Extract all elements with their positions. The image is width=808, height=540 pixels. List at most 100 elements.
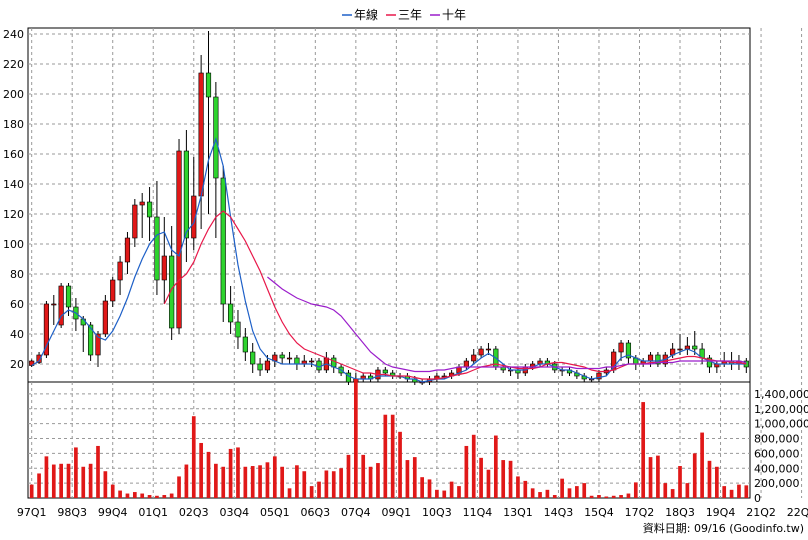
volume-bar (398, 431, 402, 498)
volume-bar (346, 454, 351, 498)
volume-bar (199, 442, 203, 498)
candle-up (58, 285, 64, 326)
x-axis-ticks: 97Q1 98Q3 99Q4 01Q1 02Q3 03Q4 05Q1 06Q3 07Q4 09Q1… (17, 506, 808, 519)
volume-bar (118, 490, 122, 498)
candle-down (205, 72, 212, 98)
legend-label-three-year: 三年 (398, 8, 422, 22)
x-tick-label: 11Q4 (463, 506, 493, 519)
volume-bar (177, 476, 181, 498)
volume-bar (552, 495, 557, 498)
candle-up (110, 279, 116, 302)
price-tick-label: 160 (3, 148, 24, 161)
candle-down (625, 342, 632, 359)
candle-down (242, 336, 248, 353)
candle-up (124, 237, 131, 263)
candle-up (36, 354, 42, 363)
candle-up (132, 204, 138, 239)
price-tick-label: 100 (3, 238, 24, 251)
candle-down (257, 363, 263, 371)
candle-up (176, 150, 182, 329)
x-tick-label: 05Q1 (260, 506, 290, 519)
candle-up (478, 348, 484, 356)
volume-tick-label: 200,000 (754, 477, 800, 490)
price-tick-label: 20 (10, 358, 24, 371)
candle-up (286, 357, 293, 360)
candle-up (463, 360, 469, 368)
candle-up (647, 354, 654, 362)
volume-bar (361, 454, 366, 498)
candle-down (80, 318, 86, 326)
price-tick-label: 220 (3, 58, 24, 71)
candle-down (294, 357, 300, 365)
volume-bar (59, 463, 63, 498)
volume-bar (243, 466, 248, 498)
volume-bar (715, 466, 719, 498)
volume-bar (324, 470, 329, 498)
candle-up (596, 372, 602, 380)
candle-down (88, 324, 94, 356)
candle-up (618, 342, 624, 353)
candle-down (183, 150, 189, 239)
volume-bar (265, 462, 270, 498)
candle-up (29, 360, 35, 366)
volume-bar (236, 447, 240, 498)
volume-bar (376, 463, 380, 498)
legend: 年線 三年 十年 (342, 7, 466, 22)
volume-bar (442, 490, 447, 498)
volume-bar (228, 448, 233, 498)
x-tick-label: 01Q1 (138, 506, 168, 519)
volume-bar (206, 451, 211, 498)
legend-label-ten-year: 十年 (442, 8, 466, 22)
volume-bar (250, 466, 255, 498)
volume-bar (96, 445, 100, 498)
volume-tick-label: 600,000 (754, 447, 800, 460)
volume-bar (74, 447, 78, 498)
x-tick-label: 99Q4 (98, 506, 128, 519)
price-tick-label: 240 (3, 28, 24, 41)
volume-bar (81, 466, 86, 498)
volume-bar (103, 471, 108, 498)
candle-up (51, 303, 57, 306)
price-tick-label: 200 (3, 88, 24, 101)
candle-up (485, 348, 492, 351)
volume-bar (464, 445, 469, 498)
volume-bar (538, 492, 542, 498)
x-tick-label: 07Q4 (341, 506, 371, 519)
candle-up (43, 303, 50, 356)
volume-bar (37, 473, 41, 498)
volume-bar (479, 457, 483, 498)
candle-up (191, 195, 197, 239)
x-tick-label: 18Q3 (665, 506, 695, 519)
x-tick-label: 15Q4 (584, 506, 614, 519)
three-year-line (163, 210, 747, 380)
candle-down (220, 177, 226, 305)
volume-bar (88, 463, 93, 498)
volume-tick-label: 800,000 (754, 433, 800, 446)
price-tick-label: 120 (3, 208, 24, 221)
volume-bar (29, 484, 34, 498)
volume-bar (611, 495, 616, 498)
x-tick-label: 03Q4 (219, 506, 249, 519)
volume-bar (707, 460, 712, 498)
candle-up (161, 255, 167, 281)
volume-bar (295, 465, 299, 498)
volume-bar (125, 493, 130, 498)
volume-bar (692, 453, 697, 498)
ten-year-line (267, 276, 747, 373)
candle-down (169, 255, 175, 329)
candle-up (309, 360, 315, 363)
volume-bar (147, 495, 152, 498)
volume-bar (390, 414, 395, 498)
volume-bar (567, 488, 572, 498)
volume-bar (641, 402, 646, 498)
candle-up (264, 360, 271, 371)
volume-tick-label: 400,000 (754, 462, 800, 475)
x-tick-label: 21Q2 (746, 506, 776, 519)
x-tick-label: 09Q1 (382, 506, 412, 519)
volume-bar (51, 464, 56, 498)
volume-bar (737, 484, 741, 498)
volume-bar (582, 483, 587, 498)
volume-bar (501, 460, 506, 498)
